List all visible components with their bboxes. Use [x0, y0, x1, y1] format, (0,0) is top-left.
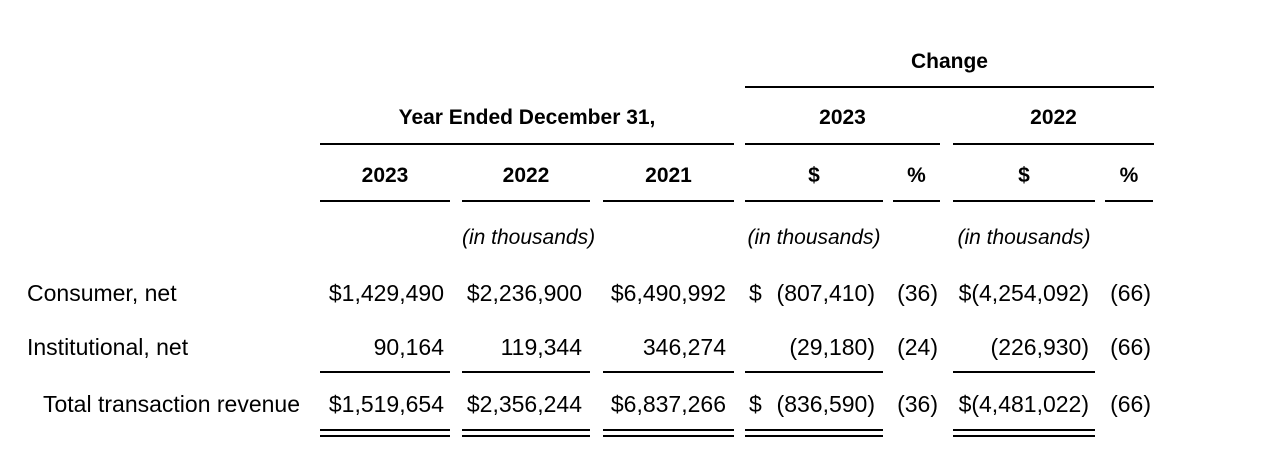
change-amount: (807,410): [776, 280, 875, 306]
cell-change-2022-percent: (66): [1110, 280, 1151, 306]
dollar-sign: $: [749, 391, 762, 417]
in-thousands-note-change-2022: (in thousands): [957, 226, 1091, 249]
cell-2021: $6,490,992: [610, 280, 726, 306]
cell-2022: $2,236,900: [466, 280, 582, 306]
cell-2022: 119,344: [500, 334, 582, 360]
cell-change-2022-dollar: (226,930): [990, 334, 1089, 360]
subtotal-rule-2021: [603, 371, 734, 373]
cell-change-2023-dollar: $ (836,590): [745, 390, 883, 418]
change-group-header: Change: [910, 50, 988, 73]
subtotal-rule-change-2023: [745, 371, 883, 373]
cell-2022: $2,356,244: [466, 391, 582, 417]
col-header-change-2023-dollar: $: [808, 164, 820, 187]
cell-change-2023-percent: (36): [897, 280, 938, 306]
col-rule-2022: [462, 200, 590, 202]
change-2022-group-rule: [953, 143, 1154, 145]
total-double-rule-2021: [603, 429, 734, 437]
col-header-2022: 2022: [502, 164, 550, 187]
change-2023-group-rule: [745, 143, 940, 145]
col-rule-change-2022-percent: [1105, 200, 1153, 202]
subtotal-rule-2023: [320, 371, 450, 373]
row-label: Total transaction revenue: [43, 391, 300, 417]
cell-2021: 346,274: [642, 334, 726, 360]
year-ended-group-header: Year Ended December 31,: [398, 106, 656, 129]
row-label: Consumer, net: [27, 280, 177, 306]
in-thousands-note-change-2023: (in thousands): [747, 226, 881, 249]
change-2022-subheader: 2022: [1030, 106, 1077, 129]
col-rule-change-2023-dollar: [745, 200, 883, 202]
col-header-change-2022-dollar: $: [1018, 164, 1030, 187]
cell-2023: $1,429,490: [328, 280, 444, 306]
col-header-2021: 2021: [645, 164, 692, 187]
cell-change-2022-percent: (66): [1110, 391, 1151, 417]
change-2023-subheader: 2023: [819, 106, 866, 129]
subtotal-rule-change-2022: [953, 371, 1095, 373]
cell-change-2022-percent: (66): [1110, 334, 1151, 360]
in-thousands-note-years: (in thousands): [462, 226, 596, 249]
col-header-change-2023-percent: %: [907, 164, 926, 187]
total-double-rule-change-2022: [953, 429, 1095, 437]
row-label: Institutional, net: [27, 334, 189, 360]
cell-2023: 90,164: [373, 334, 444, 360]
cell-2021: $6,837,266: [610, 391, 726, 417]
year-ended-group-rule: [320, 143, 734, 145]
cell-change-2023-percent: (36): [897, 391, 938, 417]
total-double-rule-change-2023: [745, 429, 883, 437]
change-amount: (836,590): [776, 391, 875, 417]
total-double-rule-2023: [320, 429, 450, 437]
change-group-rule: [745, 86, 1154, 88]
cell-change-2023-dollar: (29,180): [789, 334, 875, 360]
col-rule-2021: [603, 200, 734, 202]
col-header-2023: 2023: [361, 164, 409, 187]
dollar-sign: $: [749, 280, 762, 306]
col-rule-2023: [320, 200, 450, 202]
cell-change-2022-dollar: $(4,481,022): [958, 391, 1089, 417]
col-rule-change-2023-percent: [893, 200, 940, 202]
cell-change-2023-percent: (24): [897, 334, 938, 360]
cell-change-2023-dollar: $ (807,410): [745, 279, 883, 307]
col-rule-change-2022-dollar: [953, 200, 1095, 202]
subtotal-rule-2022: [462, 371, 590, 373]
cell-2023: $1,519,654: [328, 391, 444, 417]
cell-change-2022-dollar: $(4,254,092): [958, 280, 1089, 306]
col-header-change-2022-percent: %: [1119, 164, 1139, 187]
total-double-rule-2022: [462, 429, 590, 437]
